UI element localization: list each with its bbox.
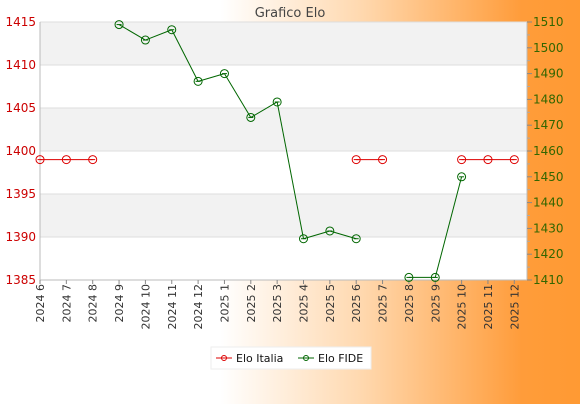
legend-label: Elo Italia [236,352,283,365]
data-point [457,172,467,182]
series-line-segment [250,101,278,118]
data-point [483,155,493,165]
grid-band [40,194,527,237]
left-axis-tick-label: 1395 [5,187,36,201]
data-point [378,155,388,165]
right-axis-tick-label: 1460 [533,144,564,158]
series-elo-italia [35,155,519,165]
x-axis-tick-label: 2024 10 [139,284,152,330]
data-point [114,20,124,30]
data-point [193,76,203,86]
x-axis-tick-label: 2024 11 [166,284,179,330]
x-axis-tick-label: 2024 6 [34,284,47,323]
left-axis-tick-label: 1410 [5,58,36,72]
series-line-segment [118,24,146,41]
right-axis-tick-label: 1440 [533,196,564,210]
data-point [219,69,229,79]
x-axis-tick-label: 2025 11 [482,284,495,330]
data-point [35,155,45,165]
right-axis-tick-label: 1450 [533,170,564,184]
right-axis-tick-label: 1510 [533,15,564,29]
series-line-segment [276,101,304,239]
left-axis-tick-label: 1385 [5,273,36,287]
right-axis-tick-label: 1500 [533,41,564,55]
right-axis-tick-label: 1490 [533,67,564,81]
grid-band [40,22,527,65]
right-axis-tick-label: 1410 [533,273,564,287]
data-point [351,234,361,244]
data-point [457,155,467,165]
legend-box [210,346,372,370]
series-line-segment [224,73,252,118]
x-axis-tick-label: 2024 9 [113,284,126,323]
left-axis-tick-label: 1405 [5,101,36,115]
data-point [325,226,335,236]
legend-swatch-marker [221,355,227,361]
data-point [246,112,256,122]
series-line-segment [197,73,225,82]
series-line-segment [171,29,199,82]
x-axis-tick-label: 2025 6 [350,284,363,323]
right-axis-tick-label: 1420 [533,247,564,261]
x-axis-tick-label: 2025 12 [508,284,521,330]
right-axis-tick-label: 1480 [533,92,564,106]
legend-swatch-marker [303,355,309,361]
chart-title: Grafico Elo [255,6,326,21]
x-axis-tick-label: 2025 2 [245,284,258,323]
x-axis-tick-label: 2025 9 [429,284,442,323]
chart-legend: Elo Italia Elo FIDE [210,346,372,370]
data-point [272,97,282,107]
grid-band [40,108,527,151]
data-point [430,272,440,282]
series-line-segment [329,230,357,240]
legend-label: Elo FIDE [318,352,363,365]
series-line-segment [434,176,463,278]
data-point [140,35,150,45]
data-point [88,155,98,165]
left-axis-tick-label: 1400 [5,144,36,158]
data-point [509,155,519,165]
series-elo-fide [114,20,467,282]
data-point [299,234,308,244]
right-axis-tick-label: 1470 [533,118,564,132]
x-axis-tick-label: 2025 3 [271,284,284,323]
x-axis-tick-label: 2025 1 [218,284,231,323]
x-axis-tick-label: 2025 8 [403,284,416,323]
x-axis-tick-label: 2024 12 [192,284,205,330]
series-line-segment [303,230,330,240]
x-axis-tick-label: 2024 7 [60,284,73,323]
x-axis-tick-label: 2025 7 [377,284,390,323]
right-axis-tick-label: 1430 [533,221,564,235]
x-axis-tick-label: 2025 4 [298,284,311,323]
data-point [351,155,361,165]
x-axis-tick-label: 2025 5 [324,284,337,323]
series-line-segment [145,29,172,41]
left-axis-tick-label: 1390 [5,230,36,244]
data-point [404,272,414,282]
x-axis-tick-label: 2025 10 [456,284,469,330]
data-point [61,155,71,165]
data-point [167,25,177,35]
left-axis-tick-label: 1415 [5,15,36,29]
x-axis-tick-label: 2024 8 [87,284,100,323]
